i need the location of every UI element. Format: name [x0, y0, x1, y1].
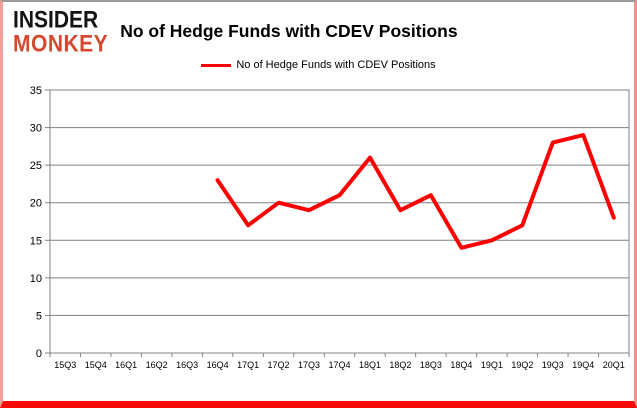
chart-area: 0 5 10 15 20 25 30 35 15Q3 15Q4 16Q1 16Q2 16Q3 16Q4 17…: [3, 82, 634, 399]
y-axis-label: 0: [36, 348, 42, 360]
logo-text-insider: INSIDER: [13, 6, 99, 34]
y-axis-label: 10: [30, 273, 42, 285]
y-axis-label: 25: [30, 160, 42, 172]
legend-label: No of Hedge Funds with CDEV Positions: [236, 59, 436, 71]
x-axis-label: 17Q3: [298, 360, 320, 370]
logo-text-monkey: MONKEY: [13, 30, 109, 58]
data-line: [215, 133, 616, 250]
x-axis-label: 17Q2: [268, 360, 290, 370]
x-axis-label: 18Q2: [389, 360, 411, 370]
x-axis-label: 16Q1: [115, 360, 137, 370]
y-axis-label: 5: [36, 310, 42, 322]
plot-border: [49, 89, 630, 354]
x-axis-label: 19Q4: [572, 360, 594, 370]
insider-monkey-logo: INSIDER MONKEY: [13, 6, 109, 58]
legend: No of Hedge Funds with CDEV Positions: [3, 59, 634, 71]
y-axis-label: 20: [30, 198, 42, 210]
x-axis-label: 16Q2: [146, 360, 168, 370]
chart-header: INSIDER MONKEY No of Hedge Funds with CD…: [13, 6, 628, 58]
x-axis-label: 19Q2: [511, 360, 533, 370]
y-axis-label: 35: [30, 85, 42, 97]
legend-line-swatch: [201, 63, 232, 67]
x-axis-label: 18Q3: [420, 360, 442, 370]
x-axis-label: 19Q1: [481, 360, 503, 370]
x-axis-label: 17Q1: [237, 360, 259, 370]
x-axis-label: 20Q1: [603, 360, 625, 370]
x-axis-label: 18Q1: [359, 360, 381, 370]
x-axis-label: 15Q3: [54, 360, 76, 370]
x-axis-label: 16Q3: [176, 360, 198, 370]
line-chart: 0 5 10 15 20 25 30 35 15Q3 15Q4 16Q1 16Q2 16Q3 16Q4 17…: [30, 85, 630, 370]
x-axis-label: 15Q4: [85, 360, 107, 370]
x-axis-label: 17Q4: [328, 360, 350, 370]
y-axis-label: 15: [30, 235, 42, 247]
x-axis-label: 16Q4: [207, 360, 229, 370]
chart-title: No of Hedge Funds with CDEV Positions: [120, 21, 458, 41]
x-axis-label: 18Q4: [450, 360, 472, 370]
y-axis-label: 30: [30, 123, 42, 135]
x-axis-label: 19Q3: [542, 360, 564, 370]
